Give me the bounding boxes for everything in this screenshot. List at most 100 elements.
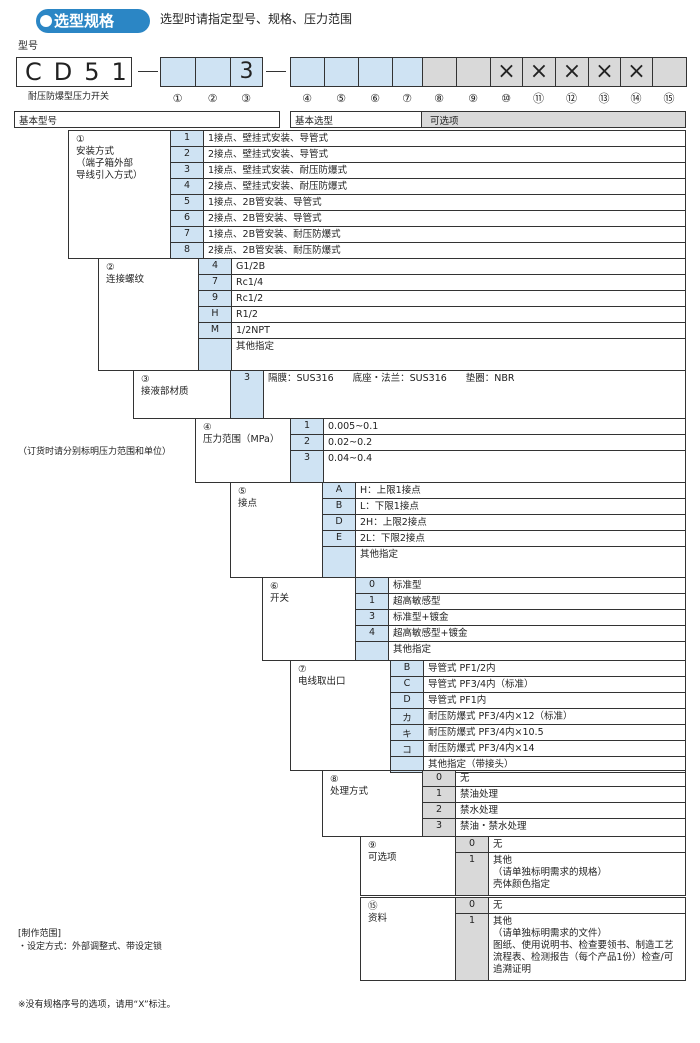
option-desc: 超高敏感型+镀金 [393,628,468,639]
section-number: ③ [141,374,150,385]
option-code: 5 [170,194,204,211]
option-code: 0 [422,770,456,787]
code-slot: 3 [230,57,263,87]
option-code: B [322,498,356,515]
option-desc: 导管式 PF1内 [428,695,487,706]
option-code [198,338,232,371]
footnote: ※没有规格序号的选项，请用“X”标注。 [18,1000,176,1010]
option-desc: 标准型+镀金 [393,612,449,623]
option-desc: 禁油・禁水处理 [460,821,527,832]
code-slot [195,57,231,87]
option-desc: 1接点、壁挂式安装、耐压防爆式 [208,165,348,176]
option-desc: 隔膜：SUS316 底座・法兰：SUS316 垫圈：NBR [268,373,515,384]
option-desc-box [488,913,686,981]
section-number: ⑮ [368,901,378,912]
option-code: 0 [355,577,389,594]
option-desc: 其他指定 [360,549,399,560]
section-title: 压力范围（MPa） [203,434,280,445]
option-desc: 其他 [493,916,513,927]
option-code: 1 [170,130,204,147]
option-desc: 0.005~0.1 [328,421,379,432]
option-desc-box [423,756,686,773]
option-code: 8 [170,242,204,259]
option-desc: 导管式 PF3/4内（标准） [428,679,534,690]
slot-number: ⑦ [402,92,412,105]
option-code: 3 [355,609,389,626]
section-number: ⑨ [368,840,377,851]
option-desc: 超高敏感型 [393,596,441,607]
code-slot: × [490,57,523,87]
slot-number: ③ [241,92,251,105]
group-options: 可选项 [421,111,686,128]
option-code: 2 [290,434,324,451]
section-title: 处理方式 [330,786,369,797]
option-desc: 1接点、2B管安装、耐压防爆式 [208,229,341,240]
code-slot [456,57,491,87]
slot-number: ⑭ [630,92,642,105]
option-code: 2 [170,146,204,163]
option-desc: 1接点、壁挂式安装、导管式 [208,133,329,144]
option-desc: （请单独标明需求的文件） [493,928,608,939]
section-title: 接液部材质 [141,386,189,397]
option-desc: 0.04~0.4 [328,453,373,464]
section-number: ① [76,134,85,145]
option-desc: （请单独标明需求的规格） [493,867,608,878]
option-code: 9 [198,290,232,307]
option-desc: 壳体颜色指定 [493,879,551,890]
option-desc: 标准型 [393,580,422,591]
option-desc: 无 [460,773,470,784]
option-desc: 无 [493,900,503,911]
slot-number: ⑤ [336,92,346,105]
option-code: D [322,514,356,531]
option-desc: 图纸、使用说明书、检查要领书、制造工艺 [493,940,674,951]
option-desc: 耐压防爆式 PF3/4内×12（标准） [428,711,573,722]
option-desc: 1/2NPT [236,325,270,336]
slot-number: ⑬ [598,92,610,105]
slot-number: ⑫ [566,92,577,105]
option-code: C [390,676,424,693]
option-desc: 追溯证明 [493,964,532,975]
option-desc: 2L：下限2接点 [360,533,425,544]
option-code: 0 [455,836,489,853]
section-title: 电线取出口 [298,676,346,687]
option-desc-box [231,338,686,371]
option-desc-box [323,434,686,451]
code-slot [290,57,325,87]
option-code [322,546,356,578]
slot-number: ⑩ [501,92,511,105]
option-code: カ [390,708,424,725]
option-code: 3 [230,370,264,419]
scope-title: [制作范围] [18,929,62,939]
group-base-model: 基本型号 [14,111,280,128]
code-slot [392,57,423,87]
subtitle: 选型时请指定型号、规格、压力范围 [160,12,353,26]
slot-number: ② [207,92,218,105]
option-desc: 其他指定 [236,341,275,352]
code-slot: × [555,57,589,87]
option-desc-box [388,641,686,661]
option-code: 7 [198,274,232,291]
option-desc-box [388,577,686,594]
section-title: 资料 [368,913,388,924]
option-code: 2 [422,802,456,819]
section-title: 可选项 [368,852,397,863]
slot-number: ⑧ [434,92,444,105]
code-slot: × [588,57,621,87]
code-label: 型号 [18,41,38,52]
option-desc-box [323,450,686,483]
option-code: 6 [170,210,204,227]
option-code: E [322,530,356,547]
slot-number: ⑪ [533,92,544,105]
section-number: ④ [203,422,212,433]
option-desc-box [488,897,686,914]
code-slot [422,57,457,87]
option-desc-box [355,546,686,578]
option-desc: 2接点、2B管安装、导管式 [208,213,322,224]
option-desc: 2H：上限2接点 [360,517,427,528]
option-desc-box [231,274,686,291]
code-slot: × [620,57,653,87]
option-code: 0 [455,897,489,914]
option-code: コ [390,740,424,757]
option-desc: 0.02~0.2 [328,437,373,448]
